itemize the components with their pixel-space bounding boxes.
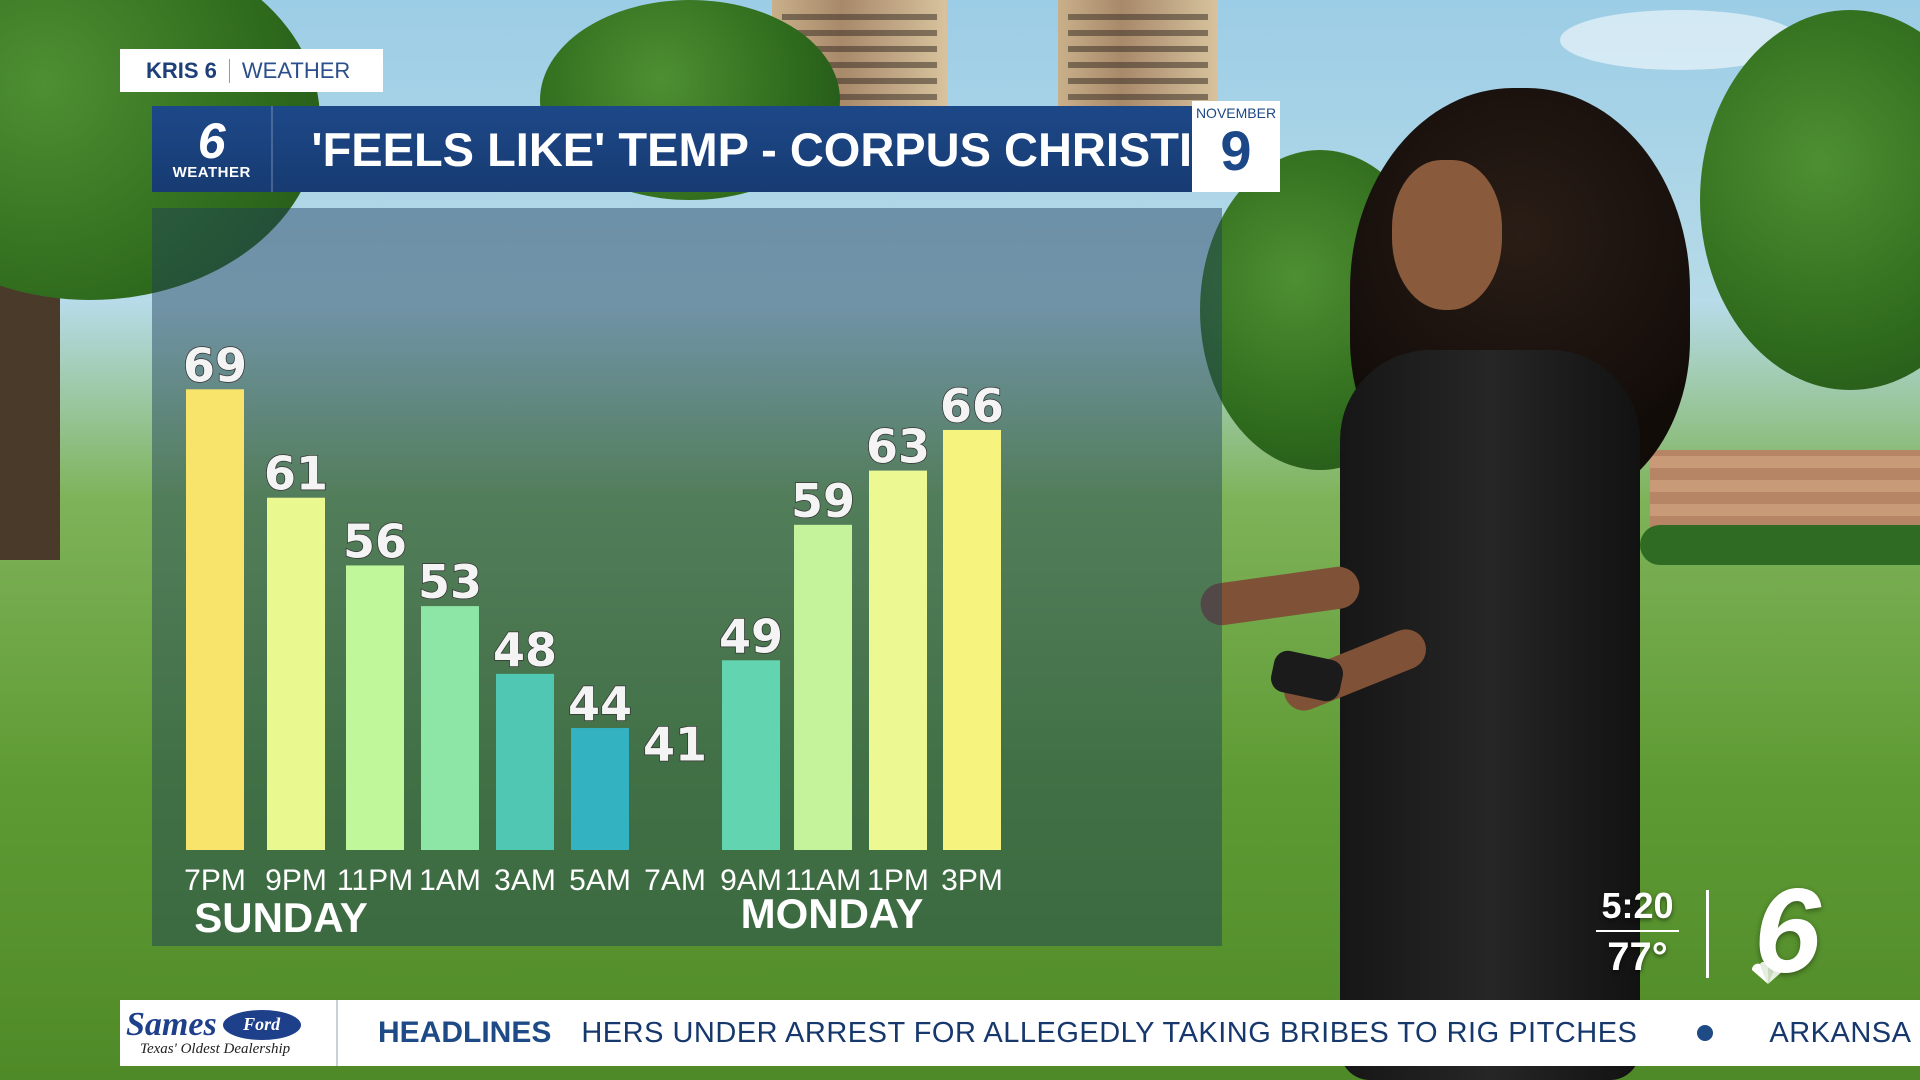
- station-name: KRIS 6: [146, 57, 217, 83]
- chart-bar-11pm: [346, 565, 404, 850]
- presenter-dress: [1340, 350, 1640, 1080]
- date-day: 9: [1220, 119, 1252, 182]
- sponsor-name: Sames: [126, 1005, 217, 1043]
- chart-bar-3am: [496, 673, 554, 850]
- tower-building: [1058, 0, 1218, 110]
- ford-badge: Ford: [222, 1009, 301, 1040]
- x-tick-label: 3AM: [494, 864, 556, 897]
- bar-value-label: 53: [418, 555, 482, 609]
- x-tick-label: 1AM: [419, 864, 481, 897]
- news-ticker: Sames Ford Texas' Oldest Dealership HEAD…: [120, 1000, 1920, 1066]
- chart-bar-1am: [421, 606, 479, 850]
- bar-value-label: 66: [940, 379, 1004, 433]
- station-logo: 6: [1740, 864, 1850, 998]
- day-label-monday: MONDAY: [741, 890, 924, 937]
- bar-value-label: 61: [264, 447, 328, 501]
- x-tick-label: 9AM: [720, 864, 782, 897]
- x-tick-label: 11PM: [337, 864, 413, 897]
- date-month: NOVEMBER: [1195, 105, 1277, 121]
- chart-bar-7pm: [186, 389, 244, 850]
- bar-value-label: 48: [493, 623, 557, 677]
- current-time: 5:20: [1601, 885, 1674, 926]
- x-tick-label: 1PM: [867, 864, 929, 897]
- bar-value-label: 56: [343, 514, 407, 568]
- station-brand-tag: KRIS 6 WEATHER: [120, 49, 383, 92]
- weather-logo: 6 WEATHER: [152, 106, 274, 192]
- chart-bar-9am: [722, 660, 780, 850]
- hedge: [1640, 525, 1920, 565]
- tree: [1700, 10, 1920, 390]
- x-tick-label: 7AM: [644, 864, 706, 897]
- x-tick-label: 9PM: [265, 864, 327, 897]
- bar-value-label: 69: [183, 338, 247, 392]
- chart-bar-3pm: [943, 429, 1001, 850]
- section-name: WEATHER: [241, 57, 351, 83]
- ticker-separator-dot: [1697, 1025, 1714, 1041]
- graphic-title: 'FEELS LIKE' TEMP - CORPUS CHRISTI: [311, 122, 1192, 176]
- bug-divider: [1706, 890, 1709, 978]
- ticker-story: HERS UNDER ARREST FOR ALLEGEDLY TAKING B…: [581, 1016, 1638, 1049]
- bar-value-label: 44: [568, 677, 632, 731]
- ticker-label: HEADLINES: [378, 1016, 552, 1049]
- x-tick-label: 7PM: [184, 864, 246, 897]
- chart-bar-11am: [794, 524, 852, 850]
- bar-value-label: 63: [866, 420, 930, 474]
- ticker-next-story: ARKANSA: [1769, 1016, 1912, 1049]
- chart-bar-9pm: [267, 497, 325, 850]
- logo-label: WEATHER: [172, 163, 251, 181]
- sponsor-logo: Sames Ford Texas' Oldest Dealership: [120, 1000, 338, 1066]
- x-tick-label: 11AM: [785, 864, 861, 897]
- bug-rule: [1596, 930, 1679, 932]
- current-temp: 77°: [1607, 935, 1668, 979]
- graphic-title-bar: 6 WEATHER 'FEELS LIKE' TEMP - CORPUS CHR…: [152, 106, 1192, 192]
- chart-panel: 69 7PM 61 9PM 56 11PM 53 1AM 48 3AM 44 5AM 41 7AM 49 9A…: [152, 208, 1222, 946]
- peacock-icon: [1751, 962, 1785, 984]
- logo-number: 6: [197, 112, 226, 169]
- chart-bar-1pm: [869, 470, 927, 850]
- bar-value-label: 59: [791, 474, 855, 528]
- sponsor-tagline: Texas' Oldest Dealership: [140, 1040, 291, 1057]
- feels-like-bar-chart: 69 7PM 61 9PM 56 11PM 53 1AM 48 3AM 44 5AM 41 7AM 49 9A…: [182, 338, 1005, 941]
- x-tick-label: 5AM: [569, 864, 631, 897]
- presenter-face: [1392, 160, 1502, 310]
- chart-bar-5am: [571, 728, 629, 850]
- date-badge: NOVEMBER 9: [1192, 101, 1280, 192]
- day-label-sunday: SUNDAY: [194, 894, 368, 941]
- x-tick-label: 3PM: [941, 864, 1003, 897]
- bar-value-label: 49: [719, 609, 783, 663]
- time-temp-bug: 5:20 77°: [1590, 885, 1685, 980]
- brand-separator: [228, 58, 230, 83]
- bar-value-label: 41: [643, 718, 707, 772]
